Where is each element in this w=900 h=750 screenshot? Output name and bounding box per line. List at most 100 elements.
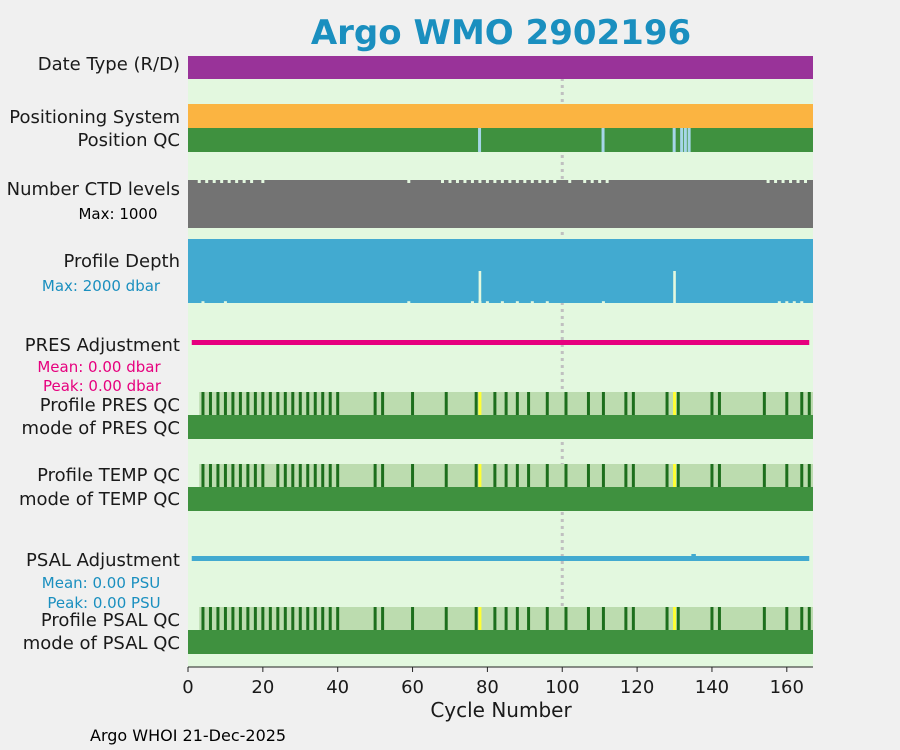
ctd-levels-notch [508, 180, 512, 183]
pres-qc-dark-mark [444, 392, 448, 415]
pres-qc-dark-mark [717, 392, 721, 415]
pres-qc-dark-mark [321, 392, 325, 415]
chart-title: Argo WMO 2902196 [311, 13, 691, 53]
ctd-levels-notch [789, 180, 793, 183]
label-pres-peak: Peak: 0.00 dbar [43, 377, 162, 395]
ctd-levels-notch [407, 180, 411, 183]
pres-qc-dark-mark [238, 392, 242, 415]
psal-qc-dark-mark [631, 607, 635, 630]
psal-qc-dark-mark [586, 607, 590, 630]
pres-qc-dark-mark [268, 392, 272, 415]
psal-qc-dark-mark [373, 607, 377, 630]
ctd-levels-notch [227, 180, 231, 183]
temp-qc-dark-mark [564, 464, 568, 487]
temp-qc-dark-mark [710, 464, 714, 487]
label-mode-psal-qc: mode of PSAL QC [23, 633, 180, 654]
temp-qc-dark-mark [800, 464, 804, 487]
temp-qc-flag-mark [478, 464, 482, 487]
temp-qc-dark-mark [208, 464, 212, 487]
temp-qc-dark-mark [807, 464, 811, 487]
pres-qc-dark-mark [381, 392, 385, 415]
temp-qc-dark-mark [246, 464, 250, 487]
psal-qc-dark-mark [474, 607, 478, 630]
label-depth-max: Max: 2000 dbar [42, 277, 161, 295]
pres-qc-dark-mark [223, 392, 227, 415]
psal-qc-dark-mark [298, 607, 302, 630]
pres-qc-dark-mark [515, 392, 519, 415]
psal-qc-dark-mark [328, 607, 332, 630]
pres-qc-dark-mark [676, 392, 680, 415]
positioning-system-bar [188, 104, 813, 128]
label-profile-temp-qc: Profile TEMP QC [37, 465, 180, 486]
x-tick-label: 40 [326, 677, 349, 698]
psal-qc-dark-mark [223, 607, 227, 630]
temp-qc-dark-mark [283, 464, 287, 487]
ctd-levels-notch [235, 180, 239, 183]
ctd-levels-notch [485, 180, 489, 183]
row-labels: Date Type (R/D) Positioning System Posit… [7, 54, 180, 654]
x-axis-label: Cycle Number [430, 698, 572, 722]
temp-qc-dark-mark [515, 464, 519, 487]
psal-qc-dark-mark [564, 607, 568, 630]
temp-qc-dark-mark [321, 464, 325, 487]
label-positioning-system: Positioning System [9, 107, 180, 128]
ctd-levels-notch [590, 180, 594, 183]
profile-depth-notch [792, 301, 796, 303]
ctd-levels-notch [205, 180, 209, 183]
psal-qc-dark-mark [283, 607, 287, 630]
label-mode-temp-qc: mode of TEMP QC [19, 489, 180, 510]
pres-qc-dark-mark [504, 392, 508, 415]
ctd-levels-notch [448, 180, 452, 183]
temp-qc-dark-mark [231, 464, 235, 487]
x-tick-label: 100 [545, 677, 579, 698]
pres-qc-mode-bar [188, 415, 813, 439]
psal-qc-dark-mark [201, 607, 205, 630]
pres-adjustment-line [191, 340, 810, 345]
psal-qc-dark-mark [504, 607, 508, 630]
psal-qc-dark-mark [717, 607, 721, 630]
ctd-levels-notch [766, 180, 770, 183]
ctd-levels-notch [530, 180, 534, 183]
temp-qc-dark-mark [545, 464, 549, 487]
ctd-levels-notch [493, 180, 497, 183]
profile-depth-notch [515, 301, 519, 303]
pres-qc-dark-mark [298, 392, 302, 415]
pres-qc-dark-mark [601, 392, 605, 415]
label-ctd-max: Max: 1000 [78, 205, 157, 223]
ctd-levels-notch [455, 180, 459, 183]
temp-qc-dark-mark [676, 464, 680, 487]
pres-qc-dark-mark [474, 392, 478, 415]
pres-qc-dark-mark [253, 392, 257, 415]
temp-qc-dark-mark [216, 464, 220, 487]
ctd-levels-bar [188, 180, 813, 228]
psal-qc-dark-mark [291, 607, 295, 630]
temp-qc-dark-mark [381, 464, 385, 487]
label-pres-adjustment: PRES Adjustment [25, 335, 180, 356]
temp-qc-dark-mark [493, 464, 497, 487]
ctd-levels-notch [478, 180, 482, 183]
temp-qc-dark-mark [411, 464, 415, 487]
profile-depth-notch [601, 301, 605, 303]
pres-qc-dark-mark [785, 392, 789, 415]
psal-qc-dark-mark [515, 607, 519, 630]
psal-qc-dark-mark [800, 607, 804, 630]
profile-depth-notch [485, 301, 489, 303]
x-tick-label: 0 [182, 677, 193, 698]
label-profile-depth: Profile Depth [63, 251, 180, 272]
psal-qc-mode-bar [188, 630, 813, 654]
temp-qc-dark-mark [238, 464, 242, 487]
pres-qc-dark-mark [807, 392, 811, 415]
psal-qc-flag-mark [478, 607, 482, 630]
pres-qc-dark-mark [306, 392, 310, 415]
pres-qc-dark-mark [328, 392, 332, 415]
temp-qc-mode-bar [188, 487, 813, 511]
psal-qc-dark-mark [306, 607, 310, 630]
profile-depth-notch [530, 301, 534, 303]
ctd-levels-notch [250, 180, 254, 183]
psal-qc-dark-mark [785, 607, 789, 630]
psal-qc-dark-mark [268, 607, 272, 630]
psal-qc-dark-mark [276, 607, 280, 630]
psal-qc-dark-mark [336, 607, 340, 630]
ctd-levels-notch [781, 180, 785, 183]
pres-qc-dark-mark [261, 392, 265, 415]
